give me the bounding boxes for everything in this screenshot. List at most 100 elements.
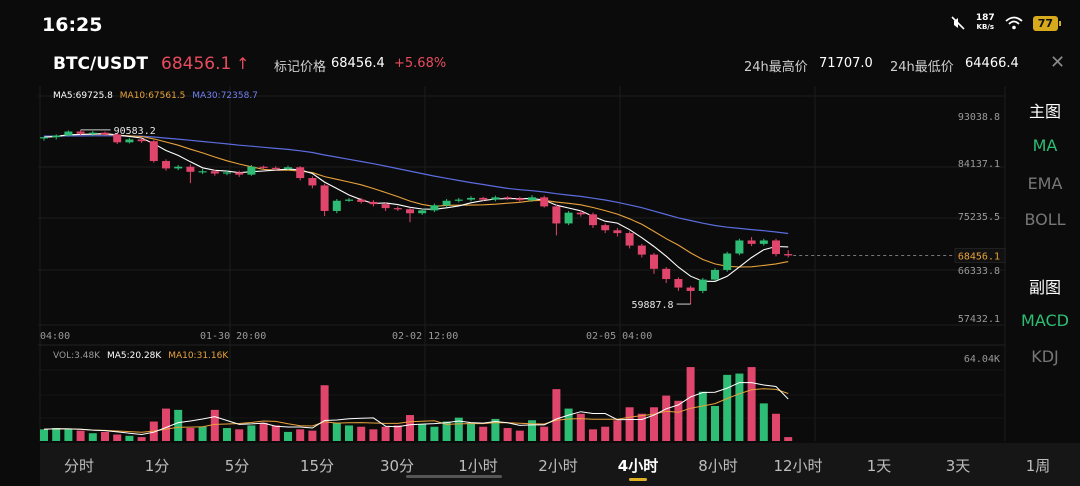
volume-bar bbox=[711, 405, 719, 441]
candle-body bbox=[467, 197, 475, 200]
tab-5m[interactable]: 5分 bbox=[224, 457, 250, 475]
tab-2h[interactable]: 2小时 bbox=[538, 457, 578, 475]
close-icon[interactable]: ✕ bbox=[1050, 52, 1066, 73]
volume-bar bbox=[406, 415, 414, 441]
volume-bar bbox=[198, 426, 207, 441]
volume-bar bbox=[747, 367, 756, 441]
volume-bar bbox=[528, 420, 536, 441]
volume-bar bbox=[247, 425, 256, 441]
candle-body bbox=[772, 240, 780, 255]
indicator-macd[interactable]: MACD bbox=[1021, 311, 1069, 330]
candle-body bbox=[174, 166, 183, 169]
status-bar: 16:25 187 KB/s 77 bbox=[0, 0, 1080, 46]
volume-bar bbox=[137, 437, 146, 441]
tab-12h[interactable]: 12小时 bbox=[773, 457, 823, 475]
candle-body bbox=[637, 245, 646, 255]
time-tick-label: 02-02 12:00 bbox=[392, 331, 458, 342]
volume-bar bbox=[235, 429, 244, 441]
candle-body bbox=[528, 197, 536, 201]
candle-body bbox=[247, 166, 256, 175]
current-price-tag: 68456.1 bbox=[958, 251, 1000, 262]
tab-timeline[interactable]: 分时 bbox=[63, 457, 95, 475]
volume-bar bbox=[540, 426, 549, 441]
volume-bar bbox=[284, 431, 292, 441]
volume-bar bbox=[381, 426, 390, 441]
volume-bar bbox=[418, 424, 427, 441]
volume-bar bbox=[503, 428, 512, 441]
volume-bar bbox=[76, 430, 85, 441]
volume-bar bbox=[271, 425, 280, 441]
tab-8h[interactable]: 8小时 bbox=[698, 457, 738, 475]
volume-bar bbox=[454, 417, 463, 441]
volume-bar bbox=[101, 431, 109, 441]
candle-body bbox=[308, 178, 317, 186]
candle-body bbox=[235, 172, 244, 175]
network-speed: 187 KB/s bbox=[975, 13, 995, 32]
tab-3d[interactable]: 3天 bbox=[945, 457, 971, 475]
indicator-boll[interactable]: BOLL bbox=[1024, 210, 1066, 229]
volume-bar bbox=[723, 374, 732, 441]
candle-body bbox=[503, 197, 512, 199]
indicator-ma[interactable]: MA bbox=[1032, 136, 1058, 155]
kline-chart[interactable]: 93038.8 84137.1 75235.5 66333.8 57432.1 64.04… bbox=[0, 80, 1010, 443]
price-tick-label: 57432.1 bbox=[958, 314, 1000, 325]
candle-body bbox=[650, 254, 658, 269]
indicator-kdj[interactable]: KDJ bbox=[1031, 347, 1059, 366]
candle-body bbox=[332, 200, 341, 211]
mark-price-label: 标记价格 bbox=[274, 60, 327, 75]
candle-body bbox=[320, 185, 329, 211]
candle-body bbox=[296, 167, 305, 179]
trading-pair[interactable]: BTC/USDT bbox=[53, 54, 148, 74]
main-chart-title: 主图 bbox=[1028, 102, 1061, 121]
volume-bar bbox=[64, 429, 73, 441]
candle-body bbox=[491, 197, 500, 200]
tab-4h[interactable]: 4小时 bbox=[617, 457, 659, 475]
candle-body bbox=[540, 197, 549, 207]
candle-body bbox=[406, 209, 414, 214]
volume-bar bbox=[576, 413, 585, 441]
candle-body bbox=[186, 166, 195, 172]
candle-body bbox=[259, 166, 268, 168]
volume-bar bbox=[125, 435, 134, 441]
price-change: +5.68% bbox=[394, 56, 447, 71]
candle-body bbox=[76, 131, 85, 134]
volume-bar bbox=[308, 430, 317, 441]
tab-scrollbar[interactable] bbox=[406, 475, 502, 478]
volume-bar bbox=[259, 422, 268, 441]
candle-body bbox=[784, 254, 793, 256]
battery-icon: 77 bbox=[1032, 15, 1062, 31]
volume-bar bbox=[88, 433, 97, 441]
min-price-annotation: 59887.8 bbox=[631, 300, 673, 311]
high-24h-label: 24h最高价 bbox=[744, 60, 808, 75]
candle-body bbox=[564, 212, 573, 224]
tab-15m[interactable]: 15分 bbox=[299, 457, 335, 475]
volume-bar bbox=[332, 422, 341, 441]
volume-bar bbox=[296, 429, 305, 441]
wifi-icon bbox=[1005, 16, 1023, 30]
candle-body bbox=[747, 240, 756, 244]
current-price-tag-bg bbox=[954, 248, 1006, 263]
tab-1m[interactable]: 1分 bbox=[144, 457, 170, 475]
candle-body bbox=[662, 268, 671, 280]
main-ma-legend: MA5:69725.8 MA10:67561.5 MA30:72358.7 bbox=[53, 91, 262, 101]
price-tick-label: 75235.5 bbox=[958, 212, 1000, 223]
volume-bar bbox=[174, 409, 183, 441]
candle-body bbox=[137, 139, 146, 142]
candle-body bbox=[88, 132, 97, 134]
volume-bar bbox=[674, 400, 683, 441]
volume-bar bbox=[162, 408, 170, 441]
tab-1h[interactable]: 1小时 bbox=[458, 457, 498, 475]
volume-bar bbox=[662, 395, 671, 441]
indicator-ema[interactable]: EMA bbox=[1027, 174, 1063, 193]
volume-bar bbox=[369, 429, 378, 441]
max-price-annotation: 90583.2 bbox=[114, 126, 156, 137]
tab-1d[interactable]: 1天 bbox=[866, 457, 892, 475]
tab-1w[interactable]: 1周 bbox=[1025, 457, 1051, 475]
candle-body bbox=[576, 212, 585, 215]
volume-bar bbox=[467, 422, 475, 441]
volume-bar bbox=[442, 421, 451, 441]
tab-30m[interactable]: 30分 bbox=[379, 457, 415, 475]
price-tick-label: 66333.8 bbox=[958, 266, 1000, 277]
candle-body bbox=[711, 269, 719, 280]
volume-bar bbox=[345, 425, 353, 441]
